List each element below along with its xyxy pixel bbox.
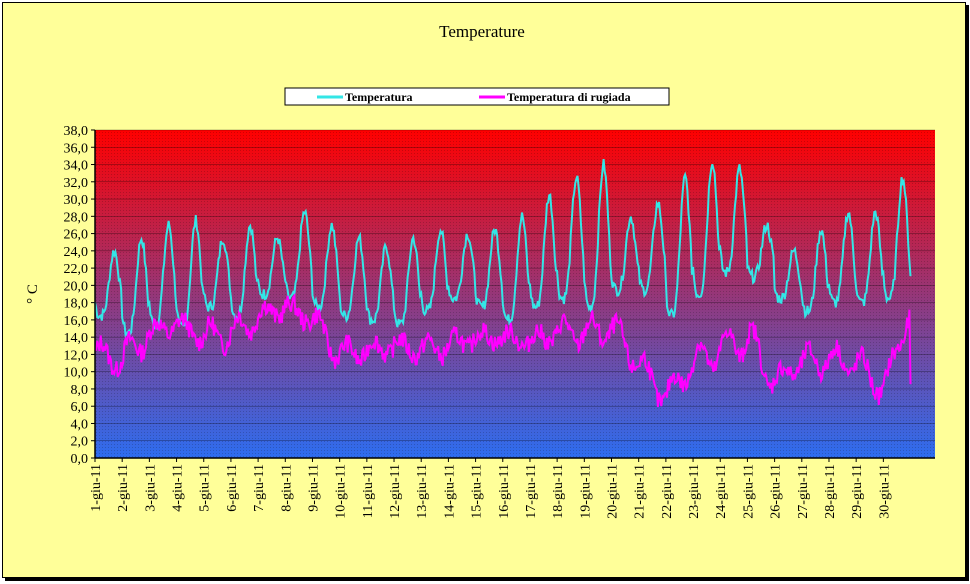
x-tick-label: 4-giu-11 — [171, 464, 186, 512]
y-tick-label: 34,0 — [64, 159, 89, 174]
y-tick-label: 12,0 — [64, 348, 89, 363]
y-tick-label: 8,0 — [71, 383, 89, 398]
x-tick-label: 22-giu-11 — [660, 464, 675, 519]
y-tick-label: 6,0 — [71, 400, 89, 415]
x-tick-label: 1-giu-11 — [89, 464, 104, 512]
x-tick-label: 20-giu-11 — [606, 464, 621, 519]
x-tick-label: 24-giu-11 — [714, 464, 729, 519]
x-tick-label: 17-giu-11 — [524, 464, 539, 519]
y-tick-label: 2,0 — [71, 435, 89, 450]
axes — [94, 130, 935, 462]
y-tick-label: 22,0 — [64, 262, 89, 277]
x-tick-label: 12-giu-11 — [388, 464, 403, 519]
x-tick-label: 11-giu-11 — [361, 464, 376, 518]
x-tick-label: 16-giu-11 — [497, 464, 512, 519]
y-tick-label: 24,0 — [64, 245, 89, 260]
y-tick-label: 38,0 — [64, 124, 89, 139]
x-tick-label: 26-giu-11 — [769, 464, 784, 519]
x-tick-label: 21-giu-11 — [633, 464, 648, 519]
y-tick-label: 28,0 — [64, 210, 89, 225]
x-tick-label: 3-giu-11 — [143, 464, 158, 512]
series-line-rugiada — [94, 292, 912, 407]
legend-label-temperatura: Temperatura — [345, 90, 413, 104]
y-axis-label: ° C — [25, 284, 41, 304]
x-tick-label: 13-giu-11 — [415, 464, 430, 519]
x-tick-label: 18-giu-11 — [551, 464, 566, 519]
x-tick-label: 5-giu-11 — [198, 464, 213, 512]
x-tick-label: 19-giu-11 — [578, 464, 593, 519]
temperature-chart: Temperature Temperatura Temperatura di r… — [25, 22, 935, 519]
legend-label-rugiada: Temperatura di rugiada — [507, 90, 631, 104]
x-tick-label: 27-giu-11 — [796, 464, 811, 519]
x-tick-label: 14-giu-11 — [442, 464, 457, 519]
x-tick-labels: 1-giu-11 2-giu-11 3-giu-11 4-giu-11 5-giu-11… — [89, 464, 892, 519]
y-tick-labels: 0,0 2,0 4,0 6,0 8,0 10,0 12,0 14,0 16,0 18,0 20,0 2… — [64, 124, 89, 467]
y-tick-label: 10,0 — [64, 366, 89, 381]
x-tick-label: 25-giu-11 — [741, 464, 756, 519]
y-tick-label: 0,0 — [71, 452, 89, 467]
x-tick-label: 30-giu-11 — [877, 464, 892, 519]
series-layer — [94, 159, 912, 407]
x-tick-label: 29-giu-11 — [850, 464, 865, 519]
x-tick-label: 6-giu-11 — [225, 464, 240, 512]
y-tick-label: 16,0 — [64, 314, 89, 329]
y-tick-label: 18,0 — [64, 297, 89, 312]
x-tick-label: 23-giu-11 — [687, 464, 702, 519]
legend: Temperatura Temperatura di rugiada — [284, 87, 670, 106]
chart-title: Temperature — [439, 22, 525, 41]
series-line-temperatura — [94, 159, 912, 339]
y-tick-label: 4,0 — [71, 417, 89, 432]
x-tick-label: 28-giu-11 — [823, 464, 838, 519]
y-tick-label: 20,0 — [64, 279, 89, 294]
y-tick-label: 26,0 — [64, 228, 89, 243]
y-tick-label: 14,0 — [64, 331, 89, 346]
y-tick-label: 30,0 — [64, 193, 89, 208]
x-tick-label: 7-giu-11 — [252, 464, 267, 512]
y-tick-label: 32,0 — [64, 176, 89, 191]
y-tick-label: 36,0 — [64, 141, 89, 156]
x-tick-label: 2-giu-11 — [116, 464, 131, 512]
x-tick-label: 8-giu-11 — [279, 464, 294, 512]
x-tick-label: 10-giu-11 — [334, 464, 349, 519]
x-tick-label: 15-giu-11 — [470, 464, 485, 519]
x-tick-label: 9-giu-11 — [306, 464, 321, 512]
